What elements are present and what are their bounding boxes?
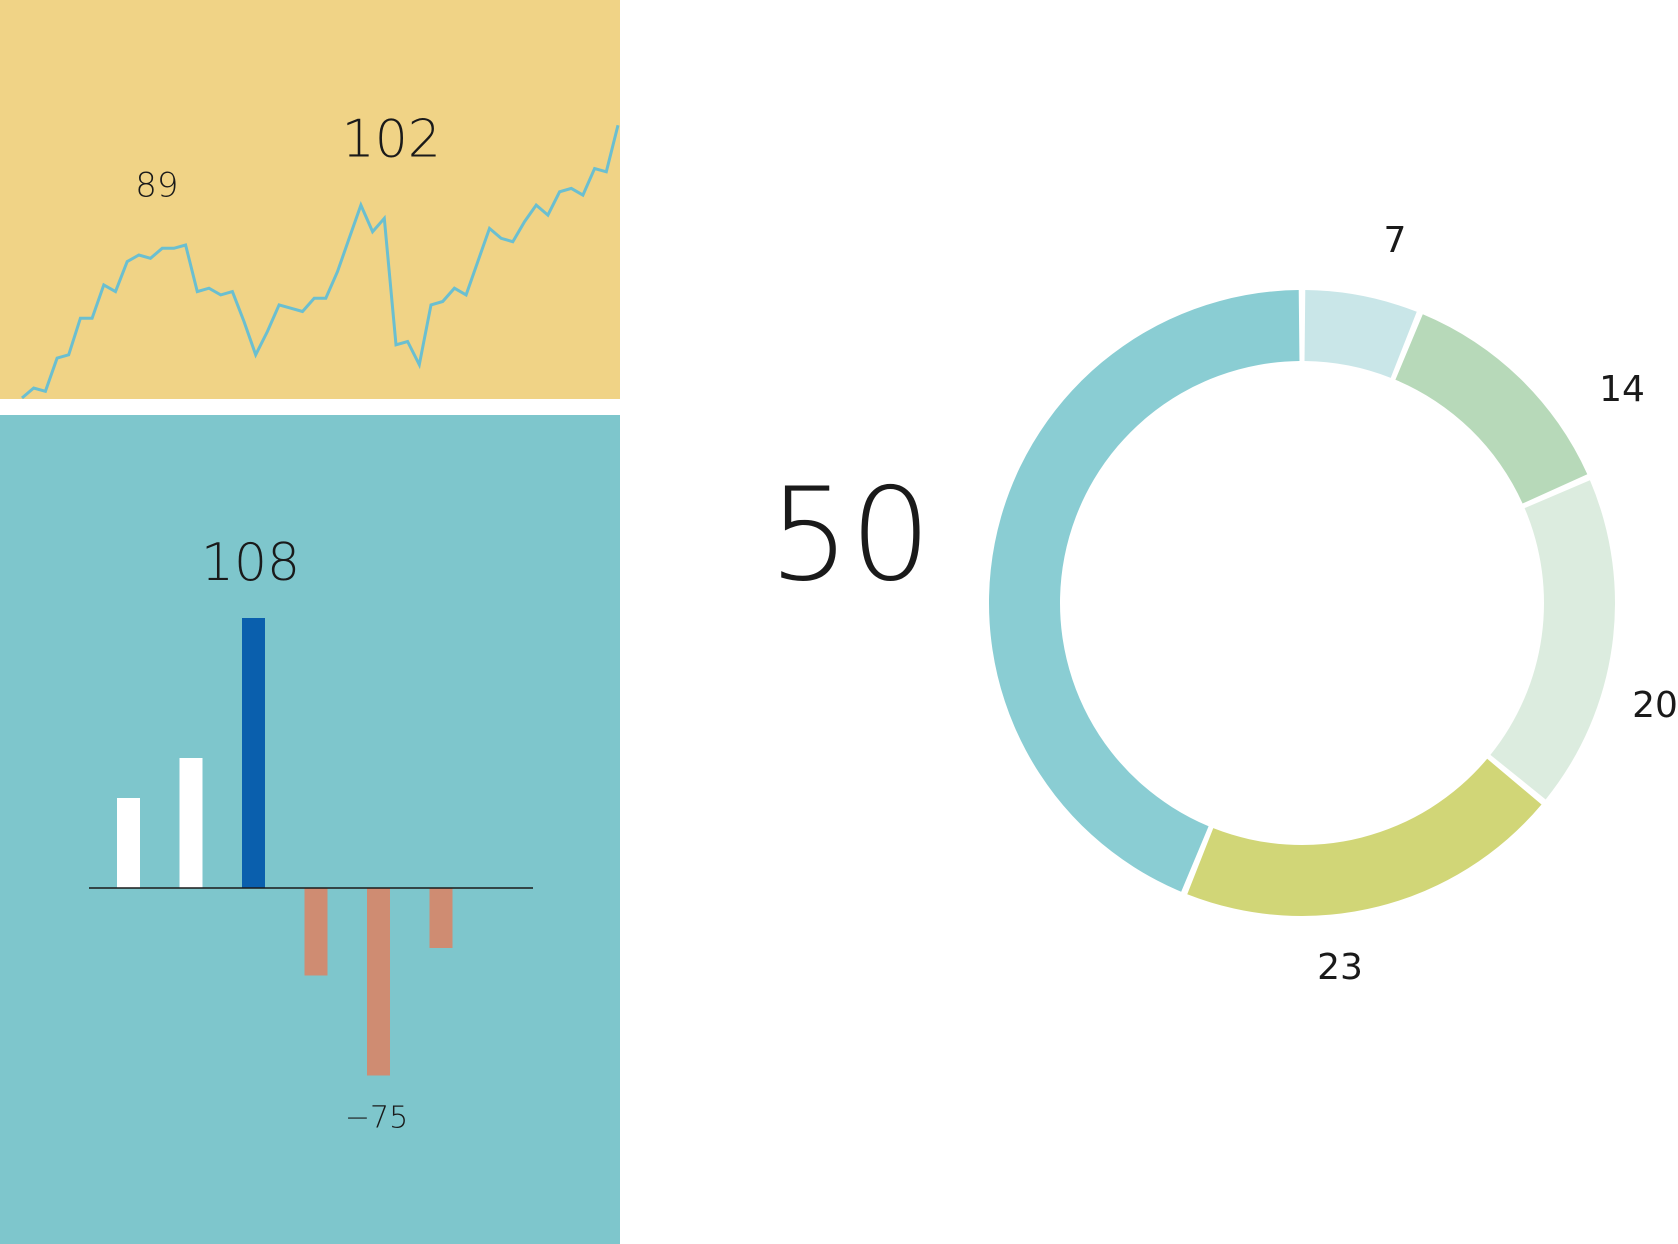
donut-slice-14 — [1395, 314, 1588, 504]
donut-slice-labels: 7 14 20 23 — [1317, 220, 1678, 988]
bar-4 — [304, 888, 328, 976]
bar-chart-background — [0, 415, 620, 1244]
bar-chart-panel: 108 −75 — [0, 415, 620, 1244]
donut-slice-7 — [1304, 290, 1417, 378]
donut-chart: 7 14 20 23 50 — [769, 220, 1678, 988]
bar-2 — [179, 758, 203, 888]
bar-series — [117, 618, 453, 1076]
donut-label-23: 23 — [1317, 947, 1363, 988]
donut-label-20: 20 — [1632, 685, 1678, 726]
donut-label-14: 14 — [1599, 369, 1645, 410]
bar-value-label-minus-75: −75 — [345, 1101, 408, 1136]
donut-center-value: 50 — [769, 461, 932, 610]
donut-slices — [988, 290, 1615, 916]
line-point-label-89: 89 — [135, 165, 178, 205]
donut-slice-20 — [1490, 480, 1615, 800]
donut-slice-50 — [988, 290, 1300, 892]
bar-1 — [117, 798, 140, 888]
bar-3 — [242, 618, 265, 888]
donut-slice-23 — [1187, 758, 1542, 916]
line-chart-panel: 89 102 — [0, 0, 620, 400]
line-chart-background — [0, 0, 620, 399]
donut-label-7: 7 — [1384, 220, 1407, 261]
bar-6 — [429, 888, 453, 948]
bar-5 — [367, 888, 390, 1076]
line-point-label-102: 102 — [342, 109, 441, 169]
line-series — [21, 124, 620, 400]
bar-value-label-108: 108 — [201, 533, 300, 593]
